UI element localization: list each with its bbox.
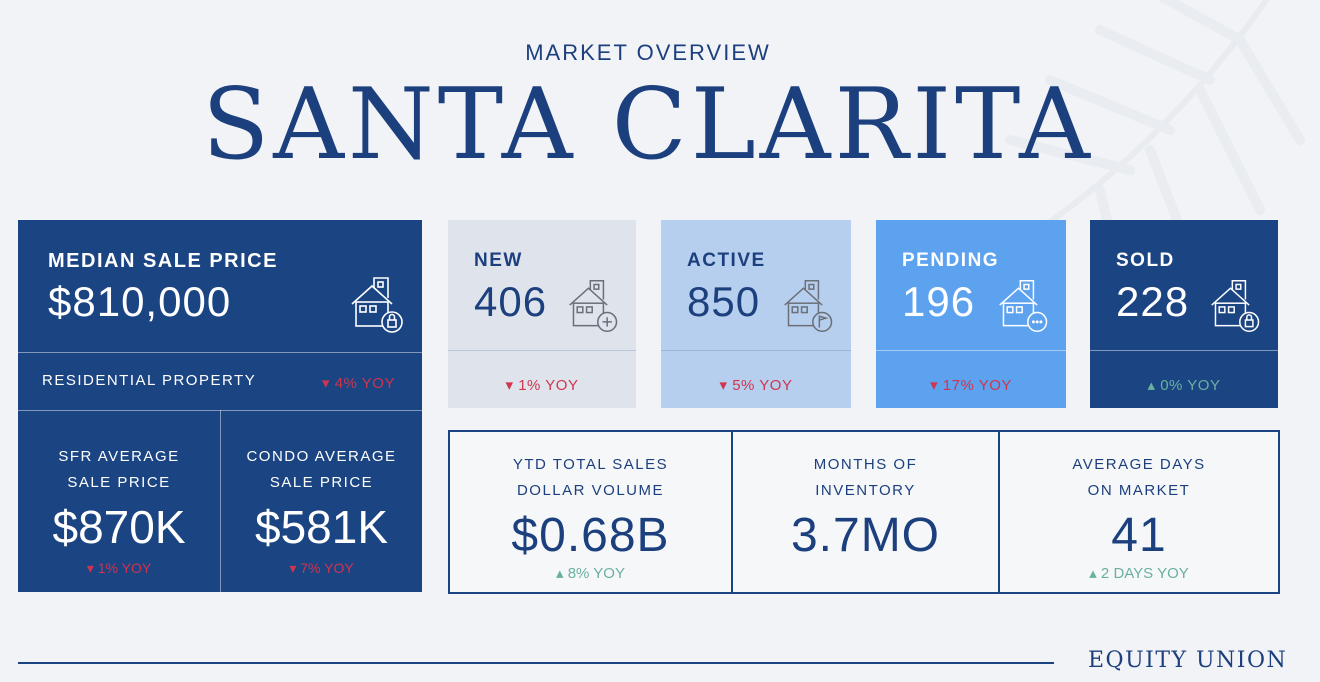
condo-yoy: ▾ 7% YOY bbox=[289, 560, 354, 576]
listing-label: SOLD bbox=[1116, 250, 1175, 271]
listing-yoy: ▾ 5% YOY bbox=[719, 377, 793, 394]
house-lock-icon bbox=[1211, 279, 1260, 333]
page-kicker: MARKET OVERVIEW bbox=[525, 40, 771, 65]
moi-label-2: INVENTORY bbox=[815, 482, 916, 499]
page-title: SANTA CLARITA bbox=[202, 68, 1094, 182]
ytd-sales-volume: YTD TOTAL SALES DOLLAR VOLUME $0.68B ▴ 8%… bbox=[450, 432, 733, 592]
residential-property-label: RESIDENTIAL PROPERTY bbox=[42, 372, 257, 389]
listing-card-sold: SOLD 228 ▴ 0% YOY bbox=[1090, 220, 1278, 408]
sfr-average: SFR AVERAGE SALE PRICE $870K ▾ 1% YOY bbox=[18, 410, 220, 592]
months-of-inventory: MONTHS OF INVENTORY 3.7MO bbox=[733, 432, 1000, 592]
listing-label: ACTIVE bbox=[687, 250, 766, 271]
condo-average: CONDO AVERAGE SALE PRICE $581K ▾ 7% YOY bbox=[221, 410, 422, 592]
median-sale-price-label: MEDIAN SALE PRICE bbox=[48, 250, 278, 272]
ytd-label-1: YTD TOTAL SALES bbox=[512, 456, 669, 473]
house-plus-icon bbox=[569, 279, 618, 333]
listing-card-pending: PENDING 196 ▾ 17% YOY bbox=[876, 220, 1066, 408]
market-stats-box: YTD TOTAL SALES DOLLAR VOLUME $0.68B ▴ 8%… bbox=[448, 430, 1280, 594]
dom-yoy: ▴ 2 DAYS YOY bbox=[1089, 565, 1189, 582]
listing-label: NEW bbox=[474, 250, 523, 271]
listing-value: 196 bbox=[902, 278, 976, 325]
listing-label: PENDING bbox=[902, 250, 1000, 271]
sfr-label-2: SALE PRICE bbox=[67, 474, 171, 491]
house-flag-icon bbox=[784, 279, 833, 333]
ytd-value: $0.68B bbox=[511, 509, 670, 562]
listing-card-active: ACTIVE 850 ▾ 5% YOY bbox=[661, 220, 851, 408]
sfr-label-1: SFR AVERAGE bbox=[58, 448, 180, 465]
moi-label-1: MONTHS OF bbox=[813, 456, 918, 473]
moi-value: 3.7MO bbox=[790, 509, 941, 562]
median-sale-price-card: MEDIAN SALE PRICE $810,000 RESIDENTIAL P… bbox=[18, 220, 422, 592]
dom-label-1: AVERAGE DAYS bbox=[1072, 456, 1206, 473]
brand-name: EQUITY UNION bbox=[1088, 648, 1288, 673]
residential-yoy: ▾ 4% YOY bbox=[322, 375, 395, 392]
listing-yoy: ▾ 1% YOY bbox=[505, 377, 579, 394]
dom-value: 41 bbox=[1111, 509, 1167, 562]
listing-card-new: NEW 406 ▾ 1% YOY bbox=[448, 220, 636, 408]
ytd-label-2: DOLLAR VOLUME bbox=[516, 482, 665, 499]
ytd-yoy: ▴ 8% YOY bbox=[556, 565, 625, 582]
median-sale-price-value: $810,000 bbox=[48, 278, 232, 325]
sfr-value: $870K bbox=[52, 501, 186, 553]
footer-divider bbox=[18, 662, 1054, 664]
listing-yoy: ▴ 0% YOY bbox=[1147, 377, 1221, 394]
house-dots-icon bbox=[999, 279, 1048, 333]
condo-label-2: SALE PRICE bbox=[269, 474, 374, 491]
condo-value: $581K bbox=[254, 501, 388, 553]
condo-label-1: CONDO AVERAGE bbox=[246, 448, 397, 465]
dom-label-2: ON MARKET bbox=[1087, 482, 1191, 499]
sfr-yoy: ▾ 1% YOY bbox=[86, 560, 152, 576]
house-lock-icon bbox=[351, 277, 403, 333]
average-days-on-market: AVERAGE DAYS ON MARKET 41 ▴ 2 DAYS YOY bbox=[1000, 432, 1278, 592]
listing-yoy: ▾ 17% YOY bbox=[930, 377, 1012, 394]
listing-value: 228 bbox=[1116, 278, 1190, 325]
listing-value: 850 bbox=[687, 278, 761, 325]
listing-value: 406 bbox=[474, 278, 548, 325]
